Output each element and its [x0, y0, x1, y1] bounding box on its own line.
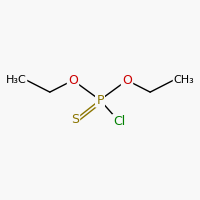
Text: CH₃: CH₃	[173, 75, 194, 85]
Text: H₃C: H₃C	[6, 75, 27, 85]
Text: S: S	[71, 113, 79, 126]
Text: O: O	[122, 74, 132, 87]
Text: O: O	[68, 74, 78, 87]
Text: P: P	[96, 94, 104, 106]
Text: Cl: Cl	[113, 115, 125, 128]
